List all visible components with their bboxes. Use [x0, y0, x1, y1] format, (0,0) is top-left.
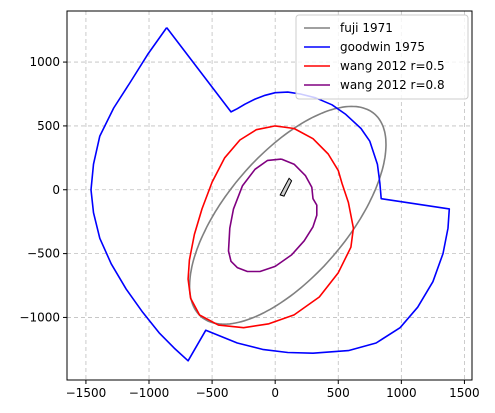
legend-label-wang-2012-r-0-5: wang 2012 r=0.5 — [340, 59, 445, 73]
x-tick-label: 0 — [271, 386, 279, 400]
plot-series — [90, 27, 451, 362]
y-tick-label: −500 — [27, 247, 60, 261]
y-tick-label: 0 — [52, 183, 60, 197]
x-tick-label: −500 — [196, 386, 229, 400]
plot-frame — [66, 10, 473, 381]
series-marker — [279, 177, 293, 197]
legend-label-goodwin-1975: goodwin 1975 — [340, 40, 425, 54]
x-tick-label: 500 — [327, 386, 350, 400]
x-tick-label: −1500 — [66, 386, 107, 400]
y-tick-label: 1000 — [29, 55, 60, 69]
axes: −1500 −1000 −500 0 500 1000 1500 −1000 −500 0 500 1… — [19, 55, 479, 400]
x-tick-label: 1500 — [449, 386, 480, 400]
series-wang-2012-r-0-8 — [227, 158, 318, 273]
y-tick-label: −1000 — [19, 310, 60, 324]
series-wang-2012-r-0-5 — [187, 125, 355, 329]
legend-box — [295, 14, 469, 100]
legend-label-fuji-1971: fuji 1971 — [340, 21, 393, 35]
legend-label-wang-2012-r-0-8: wang 2012 r=0.8 — [340, 78, 445, 92]
series-fuji-1971 — [188, 105, 387, 326]
x-tick-label: 1000 — [386, 386, 417, 400]
y-tick-label: 500 — [37, 119, 60, 133]
x-tick-label: −1000 — [129, 386, 170, 400]
legend: fuji 1971 goodwin 1975 wang 2012 r=0.5 wang… — [295, 14, 469, 100]
series-goodwin-1975 — [90, 27, 451, 362]
